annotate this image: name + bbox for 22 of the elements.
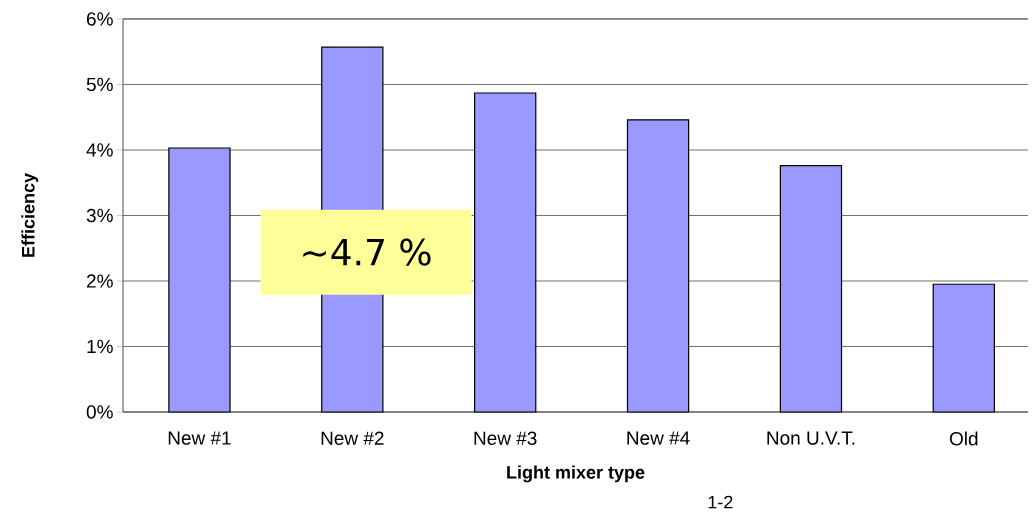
annotation: ~4.7 % [303, 238, 431, 266]
bar [779, 165, 843, 413]
x-axis-title: Light mixer type [507, 465, 645, 483]
y-tick-label: 3% [86, 208, 113, 223]
y-tick-label: 6% [87, 12, 113, 26]
bar [168, 147, 231, 413]
bar [626, 119, 690, 413]
x-tick-label: New #3 [474, 431, 537, 445]
y-tick-label: 2% [86, 274, 113, 288]
y-tick-label: 0% [86, 405, 113, 419]
x-tick-label: New #2 [321, 431, 384, 445]
y-axis-title: Efficiency [21, 173, 39, 257]
x-tick-label: Non U.V.T. [767, 431, 855, 445]
x-tick-label: New #4 [627, 431, 690, 445]
x-tick-label: Old [949, 431, 978, 446]
bar [474, 92, 537, 413]
y-tick-label: 4% [86, 143, 113, 157]
text: 1-2 [708, 495, 733, 509]
x-tick-label: New #1 [168, 431, 231, 445]
bar [932, 283, 995, 413]
y-tick-label: 1% [87, 339, 113, 354]
y-tick-label: 5% [86, 77, 113, 92]
